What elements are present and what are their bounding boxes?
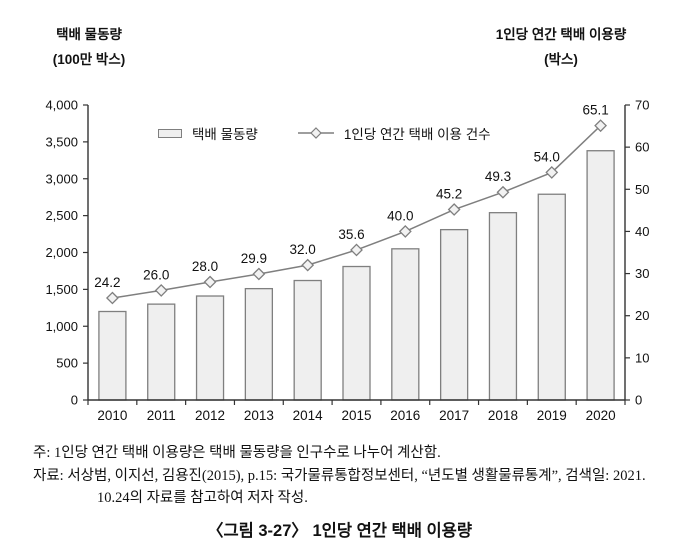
bar-2016 (391, 248, 420, 401)
data-label-2012: 28.0 (192, 259, 218, 274)
data-label-2015: 35.6 (338, 227, 364, 242)
bar-swatch-icon (158, 128, 182, 138)
right-axis-title: 1인당 연간 택배 이용량 (박스) (452, 22, 670, 72)
marker-2014 (301, 258, 315, 272)
left-tick-label-1,500: 1,500 (45, 282, 78, 297)
bar-2014 (293, 279, 322, 401)
bar-2020 (586, 150, 615, 401)
left-tick-label-2,000: 2,000 (45, 245, 78, 260)
left-tick-label-3,500: 3,500 (45, 134, 78, 149)
right-tick-label-30: 30 (635, 266, 649, 281)
bar-2015 (342, 265, 371, 401)
right-tick-label-20: 20 (635, 308, 649, 323)
x-label-2013: 2013 (244, 408, 274, 423)
data-label-2020: 65.1 (582, 103, 608, 118)
legend-item-line: 1인당 연간 택배 이용 건수 (297, 123, 491, 143)
bar-legend-label: 택배 물동량 (192, 127, 258, 142)
marker-2010 (105, 291, 119, 305)
bar-2018 (488, 212, 518, 401)
left-axis-title-line1: 택배 물동량 (56, 27, 122, 42)
left-tick-label-500: 500 (56, 356, 78, 371)
x-label-2016: 2016 (390, 408, 420, 423)
figure-caption: 〈그림 3-27〉 1인당 연간 택배 이용량 (206, 522, 473, 540)
bar-2010 (98, 310, 127, 401)
marker-2020 (594, 119, 608, 133)
data-label-2018: 49.3 (485, 169, 511, 184)
bar-2017 (439, 228, 469, 401)
marker-2019 (545, 166, 559, 179)
x-label-2018: 2018 (488, 408, 518, 423)
bar-2011 (147, 303, 176, 401)
footnote-note: 주: 1인당 연간 택배 이용량은 택배 물동량을 인구수로 나누어 계산함. (33, 445, 441, 461)
x-label-2015: 2015 (341, 408, 371, 423)
data-label-2016: 40.0 (387, 208, 413, 223)
chart-legend: 택배 물동량 1인당 연간 택배 이용 건수 (158, 123, 491, 143)
right-axis-title-line1: 1인당 연간 택배 이용량 (495, 27, 627, 42)
marker-2018 (496, 185, 510, 199)
data-label-2010: 24.2 (94, 275, 120, 290)
bar-2019 (537, 193, 566, 401)
footnote-source-line2: 10.24의 자료를 참고하여 저자 작성. (97, 490, 308, 506)
right-tick-label-50: 50 (635, 182, 649, 197)
footnote-source-line1: 자료: 서상범, 이지선, 김용진(2015), p.15: 국가물류통합정보센… (33, 467, 646, 484)
data-label-2017: 45.2 (436, 187, 462, 202)
x-label-2012: 2012 (195, 408, 225, 423)
data-label-2014: 32.0 (290, 242, 316, 257)
right-tick-label-10: 10 (635, 350, 649, 365)
data-label-2013: 29.9 (241, 251, 267, 266)
x-label-2017: 2017 (439, 408, 469, 423)
data-label-2011: 26.0 (143, 267, 169, 282)
x-label-2014: 2014 (293, 408, 324, 423)
right-axis-title-line2: (박스) (544, 52, 578, 67)
left-axis-title-line2: (100만 박스) (52, 52, 126, 67)
marker-2013 (252, 267, 266, 281)
marker-2017 (447, 203, 461, 216)
marker-2011 (154, 284, 168, 297)
line-diamond-swatch-icon (297, 127, 334, 139)
footnotes: 주: 1인당 연간 택배 이용량은 택배 물동량을 인구수로 나누어 계산함. … (33, 442, 669, 510)
data-label-2019: 54.0 (534, 149, 560, 164)
x-label-2011: 2011 (147, 408, 176, 423)
legend-item-bar: 택배 물동량 (158, 123, 258, 143)
x-label-2020: 2020 (586, 408, 616, 423)
x-label-2019: 2019 (537, 408, 567, 423)
x-label-2010: 2010 (97, 408, 127, 423)
line-legend-label: 1인당 연간 택배 이용 건수 (343, 127, 491, 142)
right-tick-label-60: 60 (635, 140, 649, 155)
bar-2013 (244, 287, 274, 401)
right-tick-label-0: 0 (635, 393, 642, 408)
combo-chart: 0 500 1,000 1,500 2,000 2,500 3,000 3,500 4,000 0… (45, 98, 649, 424)
left-tick-label-0: 0 (71, 393, 78, 408)
marker-2016 (398, 225, 412, 238)
marker-2012 (203, 275, 217, 289)
left-tick-label-1,000: 1,000 (45, 319, 78, 334)
right-tick-label-40: 40 (635, 224, 649, 239)
left-tick-label-3,000: 3,000 (45, 171, 78, 186)
marker-2015 (350, 243, 363, 257)
left-tick-label-2,500: 2,500 (45, 208, 78, 223)
right-tick-label-70: 70 (635, 98, 649, 113)
left-tick-label-4,000: 4,000 (45, 98, 78, 113)
bar-2012 (195, 295, 225, 401)
left-axis-title: 택배 물동량 (100만 박스) (10, 22, 168, 72)
